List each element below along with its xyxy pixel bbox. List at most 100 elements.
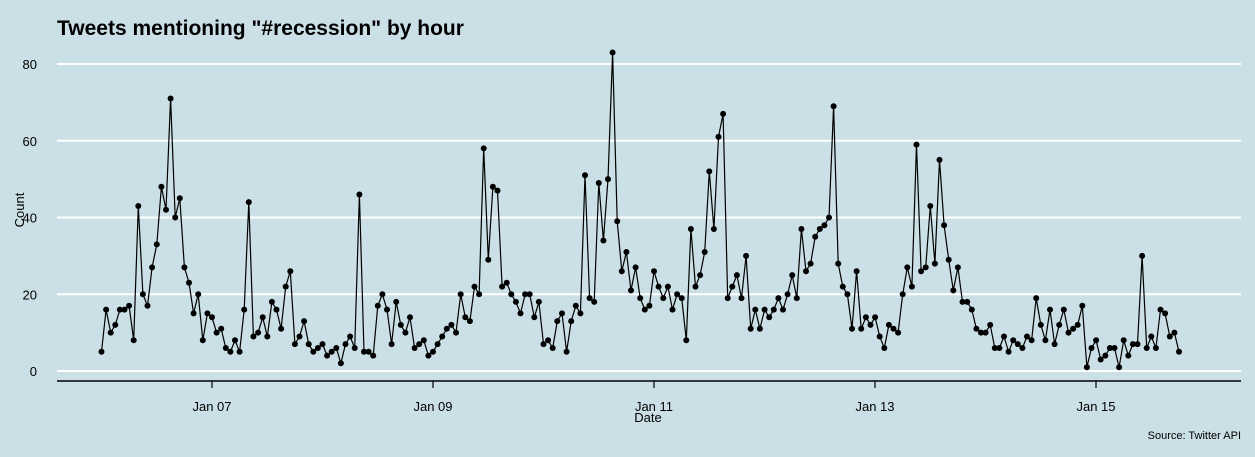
data-point bbox=[314, 345, 321, 351]
data-point bbox=[1102, 352, 1109, 359]
data-point bbox=[466, 318, 473, 325]
data-point bbox=[103, 306, 110, 313]
data-point bbox=[1166, 333, 1173, 340]
data-point bbox=[255, 329, 262, 336]
data-point bbox=[1157, 306, 1164, 313]
data-point bbox=[991, 345, 998, 351]
data-point bbox=[931, 260, 938, 267]
data-point bbox=[1005, 348, 1012, 355]
data-point bbox=[342, 341, 349, 348]
data-point bbox=[568, 318, 575, 325]
data-point bbox=[623, 249, 630, 255]
data-point bbox=[374, 302, 381, 309]
data-point bbox=[531, 314, 538, 321]
data-point bbox=[232, 337, 238, 344]
data-point bbox=[259, 314, 266, 321]
data-point bbox=[683, 337, 690, 344]
data-point bbox=[885, 321, 892, 328]
data-point bbox=[899, 291, 906, 298]
data-point bbox=[780, 306, 786, 313]
data-point bbox=[830, 103, 837, 110]
data-point bbox=[724, 295, 731, 302]
data-point bbox=[844, 291, 851, 298]
data-point bbox=[770, 306, 777, 313]
data-point bbox=[618, 268, 625, 275]
data-point bbox=[835, 260, 842, 267]
x-axis-label: Date bbox=[634, 410, 661, 425]
y-tick-label: 80 bbox=[23, 57, 37, 72]
data-point bbox=[181, 264, 188, 271]
y-tick-label: 60 bbox=[23, 134, 37, 149]
data-point bbox=[1024, 333, 1030, 340]
data-point bbox=[908, 283, 915, 290]
data-point bbox=[637, 295, 644, 302]
data-point bbox=[1033, 295, 1040, 302]
data-point bbox=[1106, 345, 1113, 351]
data-point bbox=[1060, 306, 1067, 313]
data-point bbox=[236, 348, 243, 355]
data-point bbox=[176, 195, 183, 202]
data-point bbox=[996, 345, 1003, 351]
x-axis-ticks: Jan 07 Jan 09 Jan 11 Jan 13 Jan 15 bbox=[192, 381, 1116, 414]
data-point bbox=[1014, 341, 1021, 348]
data-point bbox=[738, 295, 745, 302]
data-point bbox=[563, 348, 570, 355]
data-point bbox=[890, 325, 897, 332]
data-point bbox=[1162, 310, 1169, 317]
data-point bbox=[457, 291, 464, 298]
data-point bbox=[494, 187, 501, 194]
data-point bbox=[503, 279, 510, 286]
data-point bbox=[305, 341, 312, 348]
data-point bbox=[826, 214, 832, 221]
data-point bbox=[1111, 345, 1118, 351]
data-point bbox=[209, 314, 215, 321]
data-point bbox=[1079, 302, 1086, 309]
data-point bbox=[278, 325, 285, 332]
data-point bbox=[337, 360, 344, 367]
data-point bbox=[595, 180, 602, 186]
data-point bbox=[402, 329, 409, 336]
data-point bbox=[517, 310, 524, 317]
data-point bbox=[881, 345, 888, 351]
data-point bbox=[839, 283, 846, 290]
data-point bbox=[628, 287, 634, 294]
data-point bbox=[1088, 345, 1095, 351]
data-point bbox=[793, 295, 800, 302]
data-point bbox=[453, 329, 459, 336]
data-point bbox=[1056, 321, 1063, 328]
data-point bbox=[1139, 252, 1146, 259]
data-point bbox=[204, 310, 211, 317]
data-point bbox=[559, 310, 565, 317]
data-point bbox=[784, 291, 791, 298]
data-point bbox=[172, 214, 179, 221]
data-point bbox=[153, 241, 160, 248]
data-point bbox=[476, 291, 483, 298]
data-point bbox=[1152, 345, 1159, 351]
data-point bbox=[186, 279, 192, 286]
data-point bbox=[1171, 329, 1178, 336]
data-point bbox=[605, 176, 611, 183]
data-point bbox=[1070, 325, 1077, 332]
data-point bbox=[1176, 348, 1182, 355]
data-point bbox=[1148, 333, 1155, 340]
data-point bbox=[918, 268, 925, 275]
data-point bbox=[950, 287, 957, 294]
data-point bbox=[687, 226, 694, 232]
data-point bbox=[227, 348, 234, 355]
data-point bbox=[107, 329, 114, 336]
data-point bbox=[264, 333, 271, 340]
data-point bbox=[816, 226, 823, 232]
data-point bbox=[609, 49, 616, 56]
y-axis-ticks: 0 20 40 60 80 bbox=[23, 57, 37, 379]
data-point bbox=[577, 310, 584, 317]
data-point bbox=[549, 345, 556, 351]
data-point bbox=[361, 348, 367, 355]
data-point bbox=[904, 264, 911, 271]
data-point bbox=[674, 291, 681, 298]
data-point bbox=[273, 306, 280, 313]
data-point bbox=[807, 260, 814, 267]
data-point bbox=[130, 337, 137, 344]
data-point bbox=[1097, 356, 1104, 363]
data-point bbox=[485, 256, 492, 263]
data-point bbox=[968, 306, 975, 313]
